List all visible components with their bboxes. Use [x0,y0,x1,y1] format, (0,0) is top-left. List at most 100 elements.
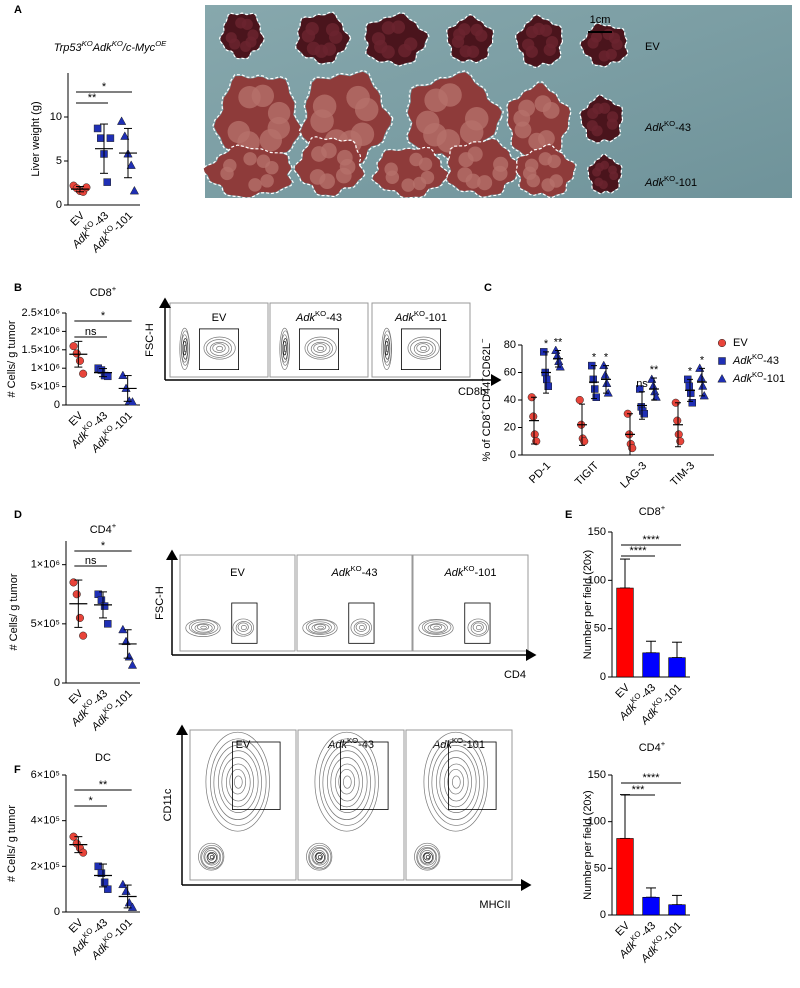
data-point [603,388,613,397]
data-point [121,383,131,392]
flow-gate [231,602,258,644]
liver-nodule [543,43,556,56]
y-tick-label: 0 [54,399,60,411]
liver-nodule [241,18,253,31]
data-point [79,631,88,640]
data-point [129,185,140,195]
flow-gate [447,741,497,810]
legend-label: AdkKO-101 [732,370,785,385]
data-point [126,160,136,169]
x-tick-label: TIM-3 [668,460,697,489]
flow-header: AdkKO-43 [295,309,342,324]
flow-contour [342,775,352,789]
x-tick-label: AdkKO-101 [86,685,134,733]
liver-nodule [459,45,472,58]
chart-title: CD4+ [639,739,666,754]
scale-bar-label: 1cm [590,14,611,26]
tumor-outline [506,81,572,160]
flow-y-label: FSC-H [144,323,156,357]
y-tick-label: 0 [56,199,62,211]
liver-nodule [227,120,250,144]
y-tick-label: 1×10⁶ [31,362,60,374]
significance-label: **** [642,534,660,546]
panel-letter: E [565,509,572,521]
significance-label: * [101,310,106,322]
panel-letter: F [14,764,21,776]
x-tick-label: AdkKO-101 [636,917,684,965]
flow-contour [206,852,217,863]
flow-contour [420,345,428,352]
y-axis-label: # Cells/ g tumor [8,573,20,650]
flow-contour [319,738,376,826]
flow-contour [330,756,363,808]
flow-contour [305,619,336,635]
legend-marker [717,373,727,383]
flow-contour [413,341,434,356]
panel-letter: B [14,282,22,294]
liver-nodule [467,146,483,162]
tumor-outline [579,94,624,144]
data-point [673,416,682,425]
x-tick-label: AdkKO-101 [636,679,684,727]
flow-contour [311,623,330,633]
y-tick-label: 0 [54,906,60,918]
flow-contour [314,852,325,863]
x-tick-label: LAG-3 [618,460,649,491]
data-point [674,430,683,439]
flow-contour [423,731,488,832]
liver-nodule [251,84,275,108]
flow-contour [221,756,254,808]
data-point [543,375,551,384]
flow-contour [233,775,243,789]
liver-nodule [528,132,546,150]
flow-gate [231,741,281,810]
tumor-outline [445,13,495,64]
data-point [699,390,709,400]
flow-contour [203,336,236,360]
flow-contour [213,745,262,820]
data-point [97,869,106,877]
row-label: EV [645,41,660,53]
y-tick-label: 1.5×10⁶ [22,344,60,356]
liver-nodule [542,101,560,119]
data-point [589,375,597,384]
flow-contour [317,855,322,860]
data-point [650,386,660,396]
flow-contour [308,844,332,870]
flow-contour [431,745,480,820]
y-axis-label: Number per field (20x) [582,790,594,899]
flow-contour [317,345,325,352]
legend-label: AdkKO-43 [732,352,779,367]
flow-contour [188,619,219,635]
flow-contour [475,625,482,631]
y-tick-label: 50 [594,623,606,635]
significance-label: **** [629,545,647,557]
significance-label: * [700,354,705,366]
liver-nodule [524,158,539,173]
data-point [529,412,538,421]
flow-contour [279,327,290,370]
flow-contour [416,343,430,353]
data-point [591,385,599,393]
x-tick-label: AdkKO-101 [86,914,134,962]
liver-nodule [412,176,427,191]
data-point [648,381,658,390]
flow-x-label: CD8b [458,386,486,398]
y-axis-label: # Cells/ g tumor [6,805,18,882]
x-tick-label: TIGIT [573,459,602,488]
flow-contour [381,327,392,370]
x-tick-label: AdkKO-101 [87,207,135,255]
data-point [602,378,612,387]
panel-letter: C [484,282,492,294]
liver-nodule [384,162,398,176]
y-tick-label: 150 [588,769,606,781]
flow-contour [353,621,370,635]
y-tick-label: 6×10⁵ [31,769,60,781]
flow-contour [429,623,443,631]
liver-nodule [305,22,319,36]
data-point [72,590,81,599]
liver-nodule [600,160,610,170]
data-point [97,134,105,142]
data-point [100,878,109,887]
flow-contour [439,756,472,808]
